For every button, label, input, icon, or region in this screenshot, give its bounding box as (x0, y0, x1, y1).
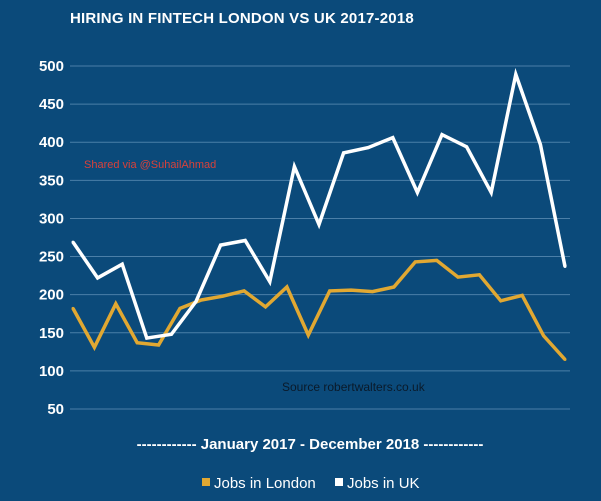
y-tick-label: 450 (39, 96, 64, 113)
data-point-london (349, 288, 353, 292)
data-point-london (477, 273, 481, 277)
legend-label-london: Jobs in London (214, 475, 316, 492)
data-point-london (392, 285, 396, 289)
data-point-uk (317, 223, 321, 226)
y-tick-label: 50 (47, 401, 64, 418)
data-point-london (285, 285, 289, 289)
data-point-london (157, 343, 161, 347)
data-point-uk (440, 133, 444, 137)
source-annotation: Source robertwalters.co.uk (282, 380, 426, 394)
data-point-uk (71, 240, 75, 244)
x-axis-label: ------------ January 2017 - December 201… (137, 436, 484, 453)
data-point-uk (366, 146, 370, 150)
data-point-uk (194, 300, 198, 303)
data-point-london (328, 289, 332, 293)
data-point-london (435, 258, 439, 262)
data-point-london (413, 260, 417, 264)
y-tick-label: 500 (39, 58, 64, 75)
data-point-uk (415, 191, 419, 194)
data-point-london (520, 293, 524, 297)
y-tick-label: 150 (39, 325, 64, 342)
data-point-london (71, 306, 75, 310)
data-point-london (199, 298, 203, 302)
data-point-london (563, 358, 567, 361)
y-tick-label: 350 (39, 172, 64, 189)
data-point-uk (169, 332, 173, 336)
data-point-uk (342, 151, 346, 155)
data-point-london (306, 333, 310, 337)
data-point-uk (538, 143, 542, 146)
legend: Jobs in London Jobs in UK (202, 475, 420, 492)
y-tick-label: 250 (39, 249, 64, 266)
data-point-uk (391, 136, 395, 140)
y-tick-label: 100 (39, 363, 64, 380)
series-line-london (71, 258, 567, 361)
shared-via-annotation: Shared via @SuhailAhmad (84, 159, 216, 171)
data-point-uk (219, 243, 223, 247)
data-point-london (221, 294, 225, 298)
series-line-uk (71, 67, 567, 341)
data-point-london (242, 289, 246, 293)
data-point-uk (514, 72, 518, 76)
data-point-uk (120, 262, 124, 266)
data-point-london (114, 302, 118, 306)
y-axis-ticks: 500 450 400 350 300 250 200 150 100 50 (39, 58, 64, 418)
series-lines (71, 67, 567, 361)
legend-swatch-london (202, 478, 210, 486)
data-point-uk (145, 336, 149, 340)
data-point-uk (96, 276, 100, 280)
data-point-uk (489, 191, 493, 194)
data-point-london (371, 290, 374, 294)
legend-swatch-uk (335, 478, 343, 486)
chart-title: HIRING IN FINTECH LONDON VS UK 2017-2018 (70, 10, 414, 27)
data-point-london (135, 341, 139, 345)
data-point-uk (465, 145, 469, 149)
y-tick-label: 400 (39, 134, 64, 151)
data-point-uk (292, 165, 296, 169)
data-point-london (264, 305, 267, 309)
data-point-uk (563, 265, 567, 268)
data-point-london (92, 345, 96, 349)
y-tick-label: 200 (39, 287, 64, 304)
grid-lines (70, 65, 570, 410)
data-point-london (456, 275, 460, 279)
data-point-london (178, 306, 182, 310)
data-point-uk (268, 280, 272, 284)
y-tick-label: 300 (39, 210, 64, 227)
data-point-uk (243, 239, 247, 242)
data-point-london (542, 334, 546, 338)
legend-label-uk: Jobs in UK (347, 475, 420, 492)
data-point-london (499, 299, 503, 303)
